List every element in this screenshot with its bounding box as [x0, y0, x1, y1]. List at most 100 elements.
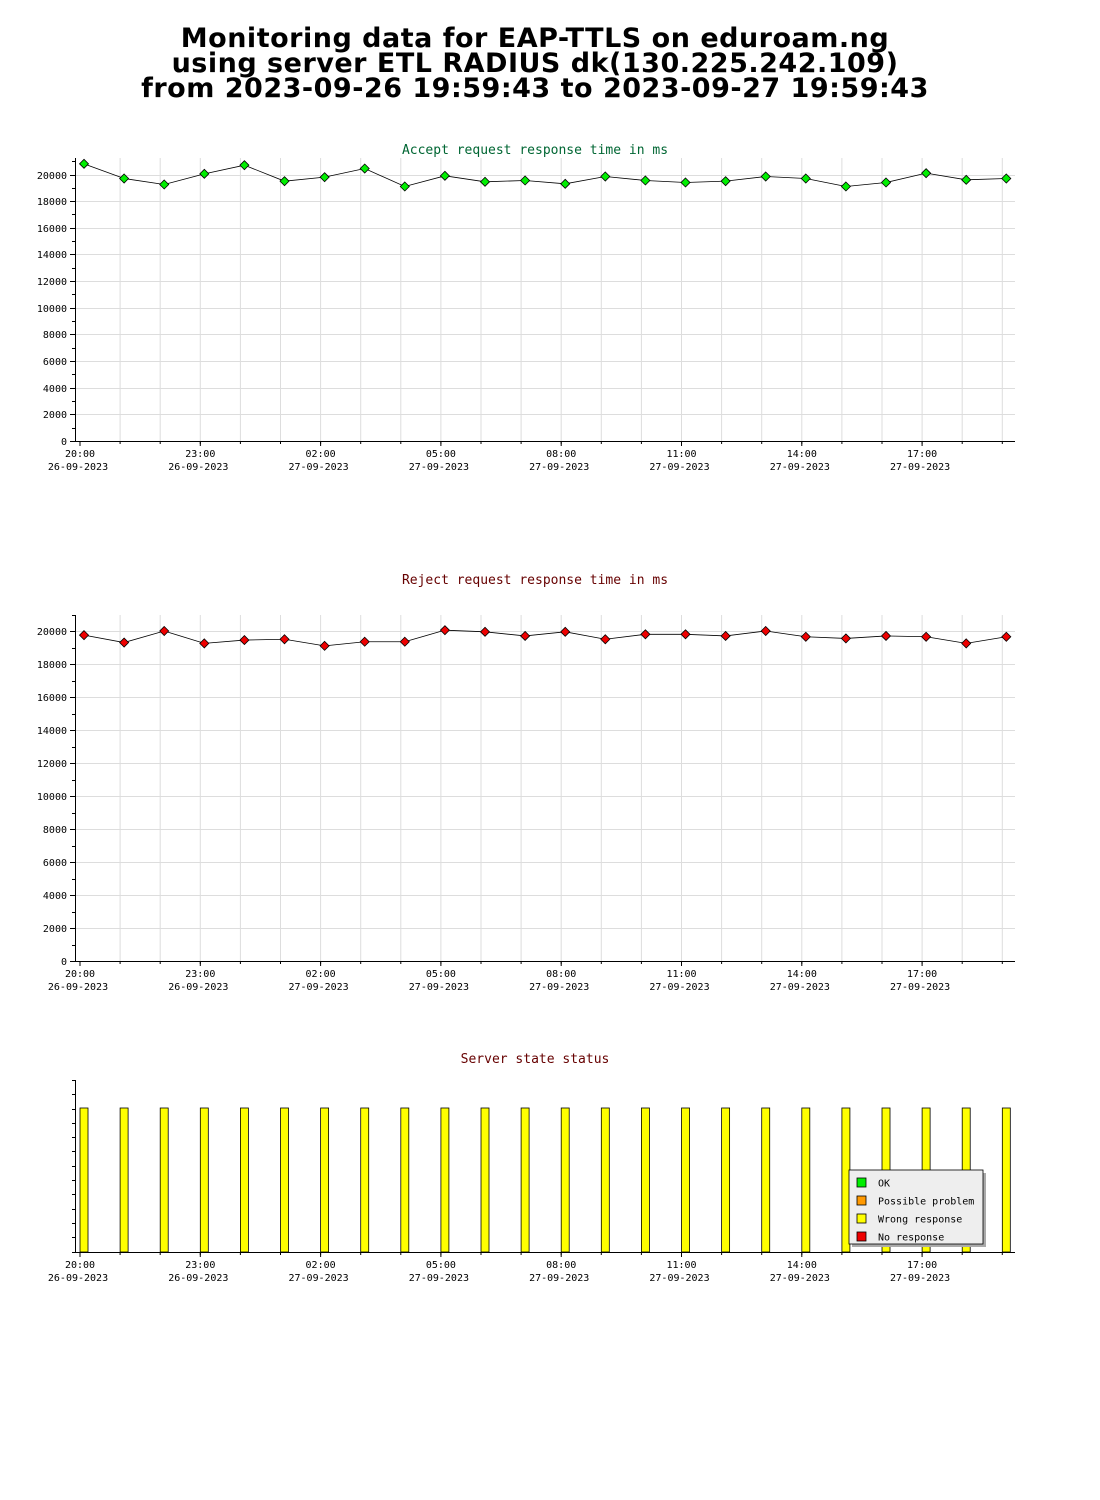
status-bar: [240, 1107, 249, 1253]
data-point: [520, 630, 531, 642]
data-point: [239, 635, 250, 646]
x-tick-time: 08:00: [546, 969, 576, 980]
data-point: [760, 625, 771, 637]
y-tick-label: 4000: [43, 384, 67, 395]
data-point: [760, 171, 771, 182]
data-point: [479, 176, 491, 187]
chart-title: Server state status: [461, 1052, 610, 1067]
x-tick-date: 27-09-2023: [288, 462, 348, 473]
y-tick-label: 2000: [43, 410, 67, 421]
x-tick-date: 27-09-2023: [529, 982, 589, 993]
y-tick-label: 18000: [37, 197, 67, 208]
x-tick-date: 27-09-2023: [409, 1273, 469, 1284]
x-tick-date: 27-09-2023: [770, 1273, 830, 1284]
status-bar: [320, 1107, 330, 1253]
x-tick-time: 20:00: [65, 449, 95, 460]
title-line-2: using server ETL RADIUS dk(130.225.242.1…: [171, 48, 899, 79]
data-point: [840, 633, 851, 644]
data-point: [359, 636, 370, 647]
x-tick-time: 05:00: [426, 1260, 456, 1271]
data-point: [600, 171, 611, 182]
x-tick-time: 11:00: [666, 969, 696, 980]
data-point: [199, 638, 210, 649]
data-point: [279, 634, 290, 645]
status-bar: [159, 1107, 169, 1253]
accept-response-chart: Accept request response time in ms 0 2000 4…: [37, 143, 1015, 473]
data-point: [159, 179, 170, 190]
data-point: [720, 176, 731, 187]
legend-swatch: [856, 1231, 867, 1242]
x-tick-date: 27-09-2023: [770, 462, 830, 473]
x-tick-time: 08:00: [546, 1260, 576, 1271]
x-tick-time: 23:00: [185, 449, 215, 460]
status-bar: [360, 1107, 370, 1253]
data-point: [159, 625, 170, 637]
data-point: [359, 163, 370, 174]
data-point: [399, 636, 410, 647]
y-tick-label: 8000: [43, 825, 67, 836]
data-point: [439, 170, 450, 181]
data-point: [399, 181, 410, 192]
legend-label: Wrong response: [878, 1215, 962, 1226]
data-point: [800, 173, 811, 184]
y-tick-label: 20000: [37, 627, 67, 638]
status-bar: [480, 1107, 490, 1253]
y-tick-label: 14000: [37, 726, 67, 737]
x-tick-date: 27-09-2023: [649, 1273, 709, 1284]
x-tick-date: 27-09-2023: [649, 462, 709, 473]
x-tick-date: 27-09-2023: [770, 982, 830, 993]
x-tick-date: 26-09-2023: [48, 982, 108, 993]
x-tick-date: 27-09-2023: [409, 982, 469, 993]
series-line: [83, 163, 1007, 187]
series-line: [83, 629, 1007, 647]
status-bar: [1001, 1107, 1011, 1253]
x-tick-date: 27-09-2023: [890, 462, 950, 473]
x-tick-time: 17:00: [907, 969, 937, 980]
data-point: [560, 626, 571, 637]
x-tick-date: 27-09-2023: [649, 982, 709, 993]
status-bar: [600, 1107, 610, 1253]
y-tick-label: 14000: [37, 250, 67, 261]
x-tick-time: 02:00: [306, 969, 336, 980]
x-tick-date: 27-09-2023: [409, 462, 469, 473]
status-bar: [721, 1107, 731, 1253]
status-bar: [560, 1107, 570, 1253]
x-tick-date: 26-09-2023: [168, 982, 228, 993]
x-tick-time: 20:00: [65, 969, 95, 980]
y-tick-label: 8000: [43, 330, 67, 341]
x-tick-date: 26-09-2023: [48, 462, 108, 473]
data-point: [961, 638, 972, 649]
data-point: [640, 175, 651, 186]
x-tick-date: 26-09-2023: [168, 1273, 228, 1284]
data-point: [560, 178, 571, 189]
status-bar: [520, 1107, 530, 1253]
legend-swatch: [856, 1177, 867, 1188]
y-tick-label: 6000: [43, 357, 67, 368]
y-tick-label: 20000: [37, 171, 67, 182]
x-tick-time: 17:00: [907, 1260, 937, 1271]
chart-title: Accept request response time in ms: [402, 143, 668, 158]
x-tick-date: 27-09-2023: [890, 982, 950, 993]
y-tick-label: 12000: [37, 277, 67, 288]
x-tick-date: 27-09-2023: [288, 982, 348, 993]
data-point: [78, 630, 90, 641]
page-title: Monitoring data for EAP-TTLS on eduroam.…: [0, 25, 1070, 102]
x-tick-time: 02:00: [306, 1260, 336, 1271]
x-tick-time: 14:00: [787, 969, 817, 980]
data-point: [600, 634, 611, 645]
x-tick-date: 27-09-2023: [288, 1273, 348, 1284]
y-tick-label: 18000: [37, 660, 67, 671]
x-tick-time: 02:00: [306, 449, 336, 460]
x-tick-date: 27-09-2023: [529, 1273, 589, 1284]
status-bar: [440, 1107, 450, 1253]
y-tick-label: 0: [61, 437, 67, 448]
y-tick-label: 0: [61, 957, 67, 968]
x-tick-time: 11:00: [666, 449, 696, 460]
data-point: [199, 168, 210, 179]
data-point: [921, 168, 932, 179]
x-tick-time: 23:00: [185, 1260, 215, 1271]
data-point: [319, 172, 330, 183]
chart-title: Reject request response time in ms: [402, 573, 668, 588]
reject-response-chart: Reject request response time in ms 0 2000 4…: [37, 573, 1015, 993]
x-tick-date: 27-09-2023: [890, 1273, 950, 1284]
